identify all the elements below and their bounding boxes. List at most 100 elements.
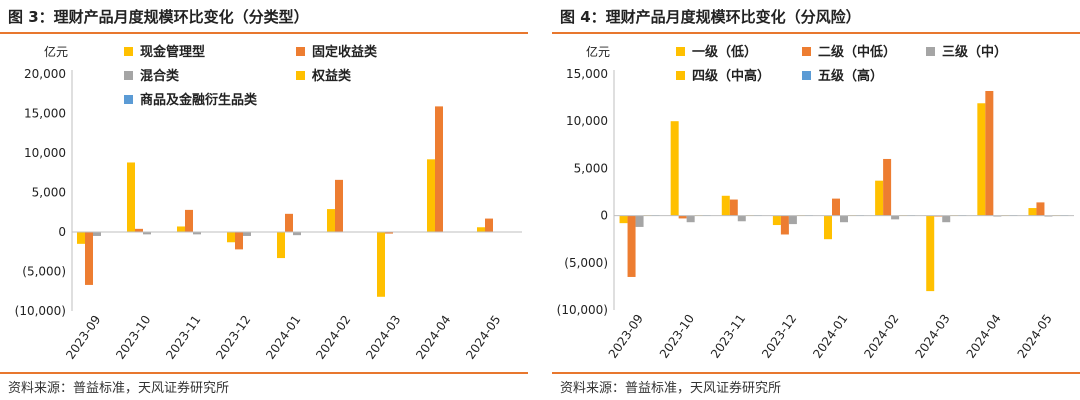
bar-固定收益类-2023-09 bbox=[85, 232, 93, 285]
bar-三级（中）-2023-09 bbox=[635, 215, 644, 227]
y-axis-unit-label: 亿元 bbox=[586, 44, 610, 59]
x-tick-label: 2023-11 bbox=[708, 312, 748, 361]
bar-现金管理型-2024-02 bbox=[327, 209, 335, 232]
bar-固定收益类-2024-01 bbox=[285, 213, 293, 232]
x-tick-label: 2024-01 bbox=[810, 312, 850, 361]
left-bar-chart: 亿元 (10,000) (5,000) 0 5,000 10,000 15,000 20,00… bbox=[15, 44, 522, 362]
legend-label-二级（中低）: 二级（中低） bbox=[818, 44, 896, 60]
bar-三级（中）-2024-02 bbox=[891, 215, 900, 220]
legend-label-权益类: 权益类 bbox=[311, 68, 352, 84]
x-tick-label: 2023-12 bbox=[213, 313, 253, 362]
bar-三级（中）-2023-12 bbox=[788, 215, 797, 225]
legend-label-混合类: 混合类 bbox=[140, 68, 180, 84]
right-bar-chart: 亿元 (10,000) (5,000) 0 5,000 10,000 15,000 2023-… bbox=[557, 44, 1074, 361]
bar-现金管理型-2024-01 bbox=[277, 232, 285, 259]
legend-swatch-二级（中低） bbox=[802, 47, 811, 56]
legend-swatch-三级（中） bbox=[926, 47, 935, 56]
y-tick-label: 5,000 bbox=[574, 161, 608, 175]
bar-三级（中）-2023-11 bbox=[737, 215, 746, 222]
bar-二级（中低）-2023-12 bbox=[780, 215, 789, 235]
legend-swatch-权益类 bbox=[296, 71, 305, 80]
legend-label-三级（中）: 三级（中） bbox=[942, 44, 1007, 60]
bar-固定收益类-2024-05 bbox=[485, 218, 493, 232]
bar-固定收益类-2023-10 bbox=[135, 228, 143, 232]
legend-label-现金管理型: 现金管理型 bbox=[140, 44, 205, 60]
legend-swatch-混合类 bbox=[124, 71, 133, 80]
bar-二级（中低）-2023-09 bbox=[627, 215, 636, 277]
y-tick-label: 10,000 bbox=[566, 114, 608, 128]
left-panel: 图 3：理财产品月度规模环比变化（分类型） 亿元 (10,000) (5,000) 0… bbox=[0, 0, 528, 400]
bar-固定收益类-2023-11 bbox=[185, 209, 193, 232]
y-tick-label: 10,000 bbox=[24, 146, 66, 160]
x-tick-label: 2024-02 bbox=[313, 313, 353, 362]
legend-label-固定收益类: 固定收益类 bbox=[312, 44, 378, 60]
bar-一级（低）-2024-02 bbox=[875, 180, 884, 216]
x-tick-label: 2023-09 bbox=[63, 313, 103, 362]
bar-三级（中）-2024-03 bbox=[942, 215, 951, 223]
bar-二级（中低）-2024-02 bbox=[883, 158, 892, 216]
legend-swatch-一级（低） bbox=[676, 47, 685, 56]
y-tick-label: (10,000) bbox=[557, 303, 608, 317]
y-tick-label: 20,000 bbox=[24, 67, 66, 81]
right-panel: 图 4：理财产品月度规模环比变化（分风险） 亿元 (10,000) (5,000) 0… bbox=[552, 0, 1080, 400]
bar-混合类-2023-10 bbox=[143, 232, 151, 235]
x-tick-label: 2024-04 bbox=[964, 312, 1004, 361]
y-tick-label: (5,000) bbox=[564, 256, 608, 270]
x-tick-label: 2024-03 bbox=[363, 313, 403, 362]
x-tick-label: 2023-11 bbox=[163, 313, 203, 362]
y-tick-label: (5,000) bbox=[22, 265, 66, 279]
y-tick-label: 0 bbox=[600, 209, 608, 223]
bar-固定收益类-2024-02 bbox=[335, 179, 343, 232]
x-tick-label: 2024-05 bbox=[463, 313, 503, 362]
left-bottom-rule bbox=[0, 372, 528, 374]
left-top-rule bbox=[0, 32, 528, 34]
y-tick-label: 0 bbox=[58, 225, 66, 239]
legend-label-商品及金融衍生品类: 商品及金融衍生品类 bbox=[140, 92, 258, 108]
legend-swatch-四级（中高） bbox=[676, 71, 685, 80]
bar-二级（中低）-2024-01 bbox=[832, 198, 840, 216]
y-tick-label: 5,000 bbox=[32, 186, 66, 200]
bar-一级（低）-2023-10 bbox=[670, 121, 679, 216]
bar-二级（中低）-2024-05 bbox=[1036, 202, 1045, 216]
bar-一级（低）-2024-05 bbox=[1028, 208, 1037, 216]
bar-三级（中）-2023-10 bbox=[686, 215, 695, 223]
bar-一级（低）-2024-01 bbox=[824, 215, 832, 240]
bar-一级（低）-2023-12 bbox=[772, 215, 781, 226]
bar-固定收益类-2024-03 bbox=[385, 232, 393, 234]
bar-现金管理型-2024-05 bbox=[477, 227, 485, 232]
right-top-rule bbox=[552, 32, 1080, 34]
x-tick-label: 2023-10 bbox=[657, 312, 697, 361]
x-tick-label: 2024-04 bbox=[413, 313, 453, 362]
bar-现金管理型-2024-03 bbox=[377, 232, 385, 297]
bar-混合类-2024-01 bbox=[293, 232, 301, 236]
bar-三级（中）-2024-01 bbox=[840, 215, 848, 223]
x-tick-label: 2023-10 bbox=[113, 313, 153, 362]
bar-二级（中低）-2024-04 bbox=[985, 90, 994, 216]
legend-label-一级（低）: 一级（低） bbox=[692, 44, 757, 60]
y-tick-label: 15,000 bbox=[24, 107, 66, 121]
bar-现金管理型-2023-11 bbox=[177, 226, 185, 232]
bar-现金管理型-2023-12 bbox=[227, 232, 235, 243]
bar-混合类-2023-09 bbox=[93, 232, 101, 236]
right-chart-title: 图 4：理财产品月度规模环比变化（分风险） bbox=[560, 8, 861, 26]
bar-一级（低）-2024-03 bbox=[926, 215, 935, 292]
x-tick-label: 2024-02 bbox=[861, 312, 901, 361]
legend-label-五级（高）: 五级（高） bbox=[818, 68, 883, 84]
bar-一级（低）-2023-11 bbox=[721, 195, 730, 216]
bar-固定收益类-2024-04 bbox=[435, 106, 443, 232]
x-tick-label: 2023-09 bbox=[606, 312, 646, 361]
legend-label-四级（中高）: 四级（中高） bbox=[692, 68, 770, 84]
legend-swatch-固定收益类 bbox=[296, 47, 305, 56]
y-axis-unit-label: 亿元 bbox=[44, 44, 68, 59]
bar-二级（中低）-2023-11 bbox=[729, 199, 738, 216]
legend-swatch-商品及金融衍生品类 bbox=[124, 95, 133, 104]
left-source-note: 资料来源：普益标准，天风证券研究所 bbox=[8, 381, 230, 396]
x-tick-label: 2024-03 bbox=[912, 312, 952, 361]
x-tick-label: 2024-05 bbox=[1015, 312, 1055, 361]
right-source-note: 资料来源：普益标准，天风证券研究所 bbox=[560, 381, 782, 396]
bar-现金管理型-2024-04 bbox=[427, 159, 435, 232]
bar-混合类-2023-12 bbox=[243, 232, 251, 236]
bar-固定收益类-2023-12 bbox=[235, 232, 243, 250]
legend-swatch-现金管理型 bbox=[124, 47, 133, 56]
right-bottom-rule bbox=[552, 372, 1080, 374]
